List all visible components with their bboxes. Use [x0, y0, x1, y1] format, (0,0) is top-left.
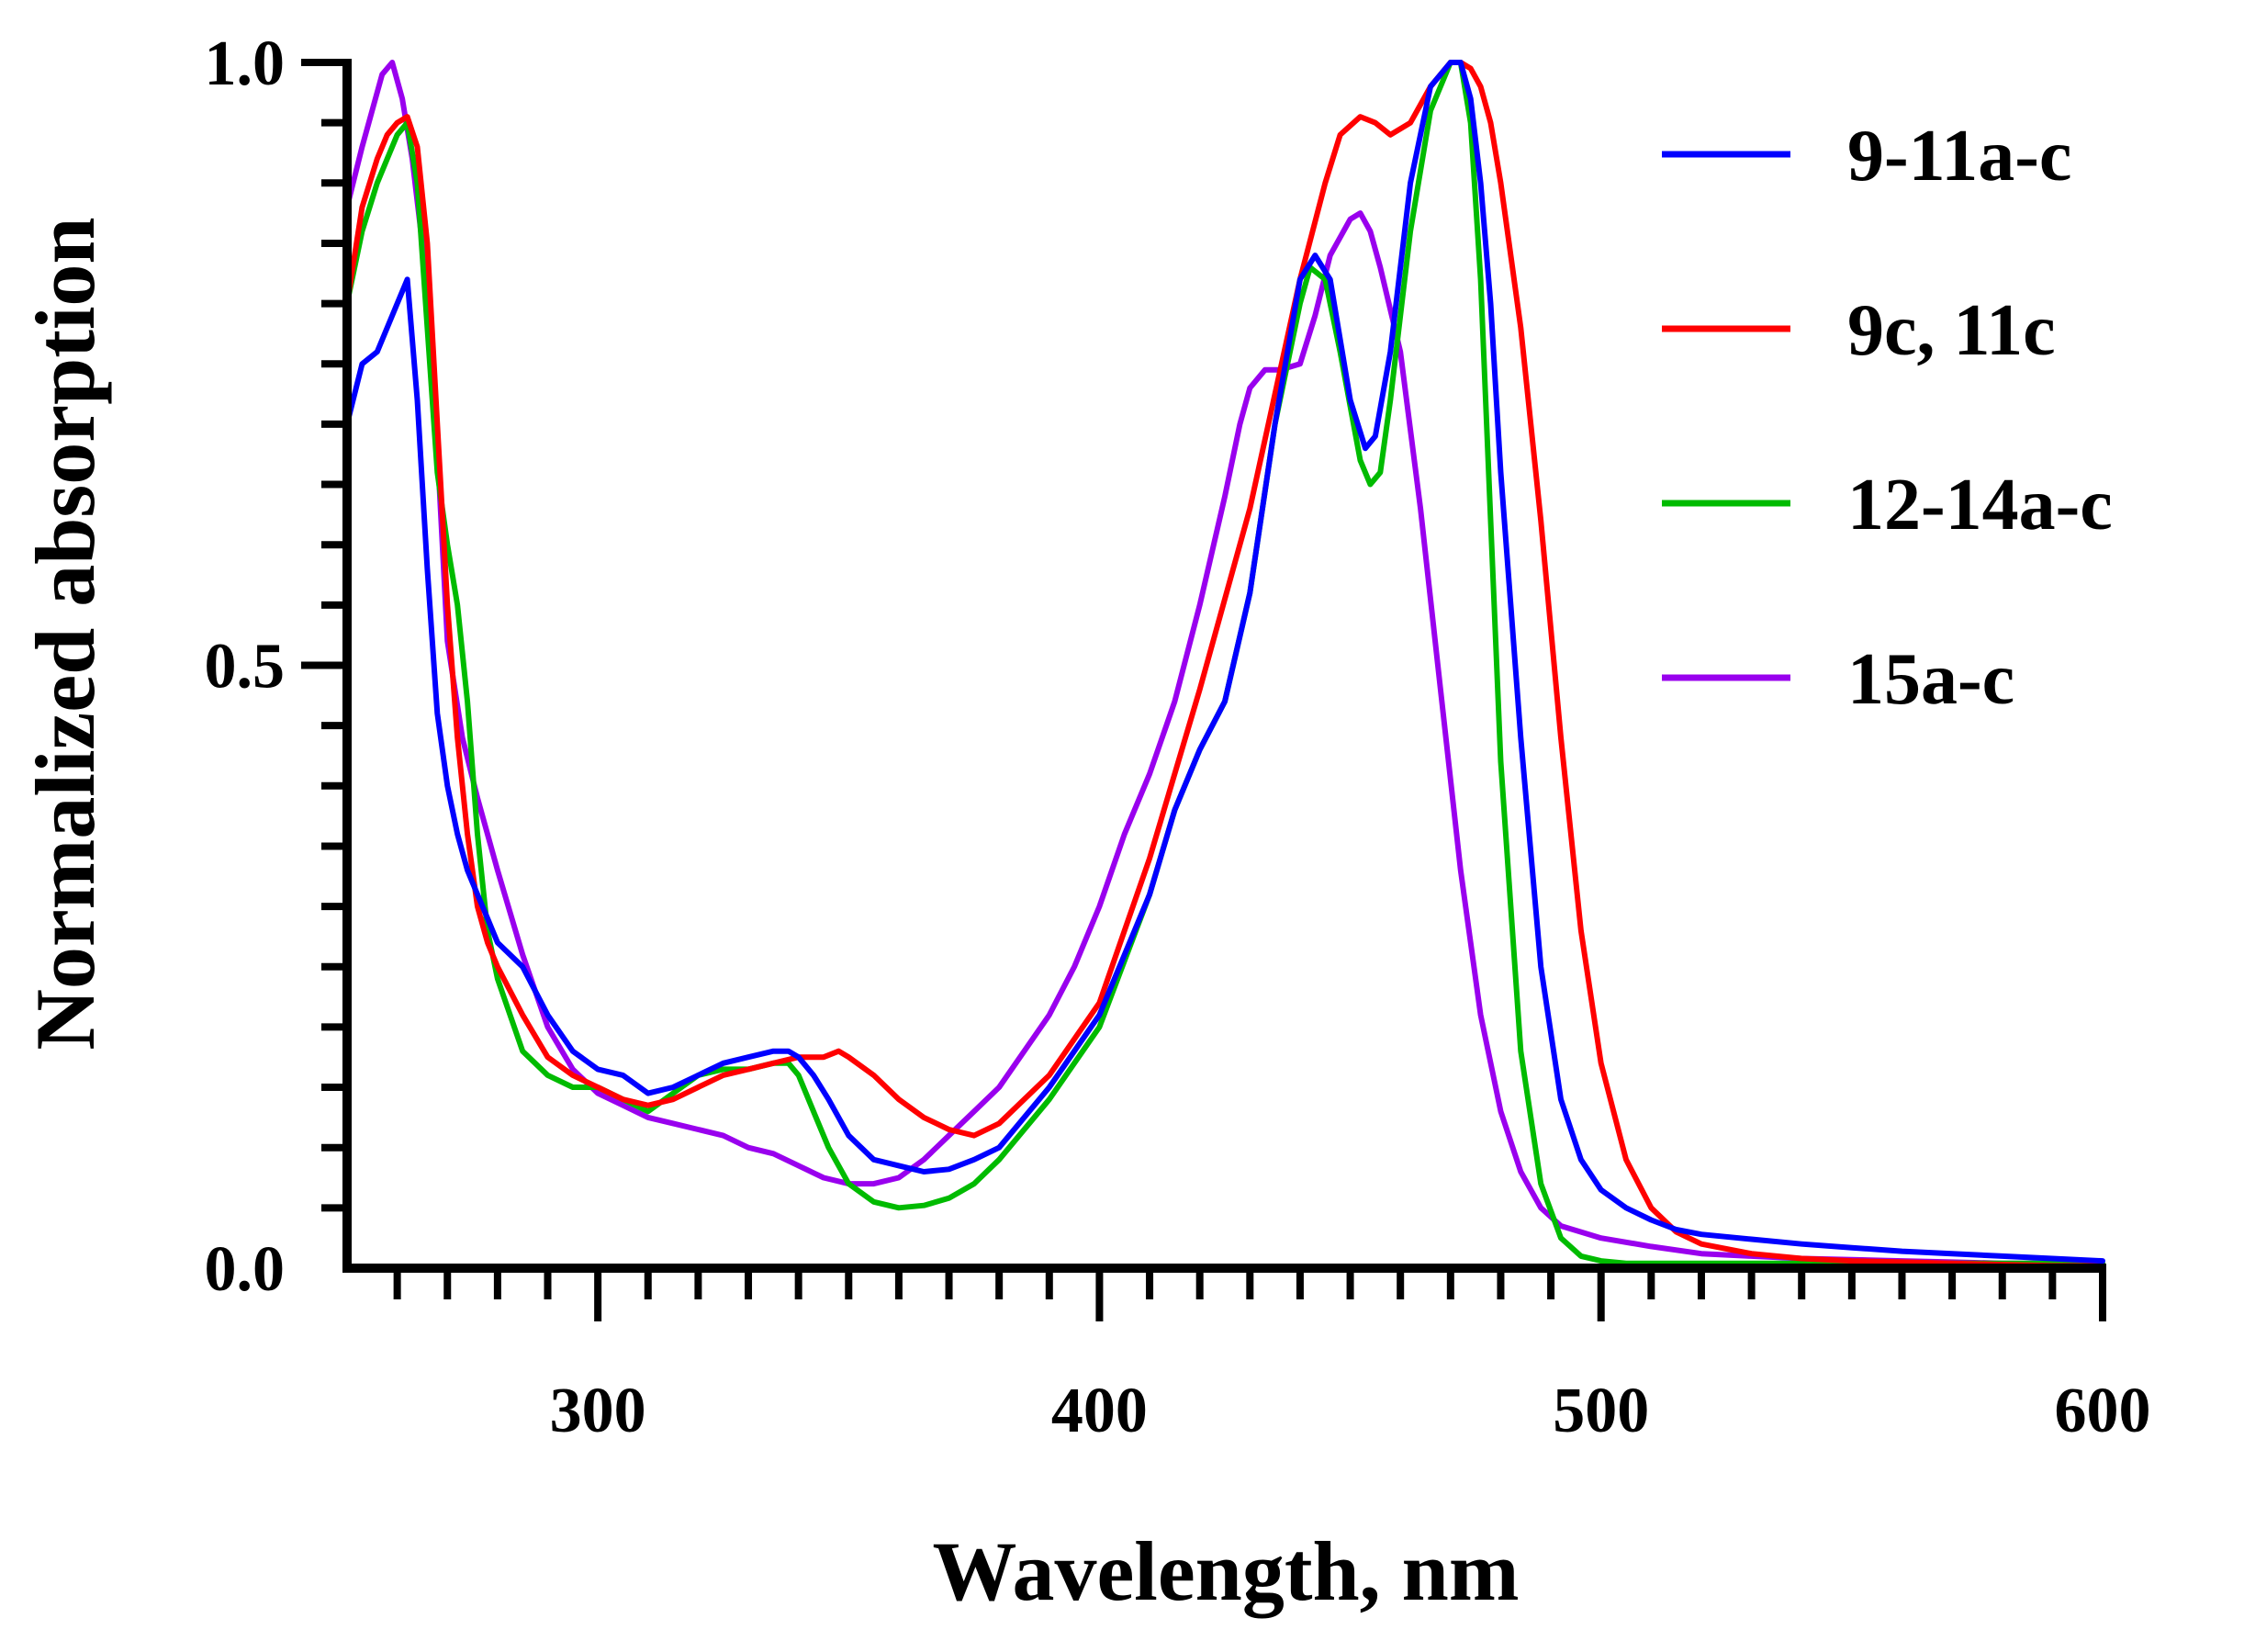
- series-line-12-14a-c: [344, 60, 2105, 1266]
- y-tick-label: 0.5: [205, 632, 286, 702]
- series-layer: [344, 60, 2105, 1269]
- series-line-9c-11c: [344, 60, 2105, 1269]
- legend: 9-11a-c 9c, 11c 12-14a-c 15a-c: [1662, 116, 2113, 720]
- x-tick-label: 600: [2055, 1376, 2151, 1446]
- y-axis-title: Normalized absorption: [18, 217, 112, 1050]
- series-line-15a-c: [344, 60, 2105, 1266]
- ticks-layer: 300 400 500 600 0.0 0.5 1.0: [205, 28, 2151, 1446]
- x-axis-title: Wavelength, nm: [933, 1524, 1520, 1618]
- legend-label: 15a-c: [1847, 639, 2014, 720]
- x-tick-label: 500: [1553, 1376, 1649, 1446]
- y-tick-label: 1.0: [205, 28, 286, 99]
- x-tick-label: 300: [550, 1376, 646, 1446]
- legend-label: 9c, 11c: [1847, 290, 2056, 371]
- x-tick-label: 400: [1051, 1376, 1148, 1446]
- legend-label: 12-14a-c: [1847, 465, 2113, 545]
- y-tick-label: 0.0: [205, 1234, 286, 1305]
- series-line-9-11a-c: [344, 60, 2105, 1264]
- legend-label: 9-11a-c: [1847, 116, 2071, 197]
